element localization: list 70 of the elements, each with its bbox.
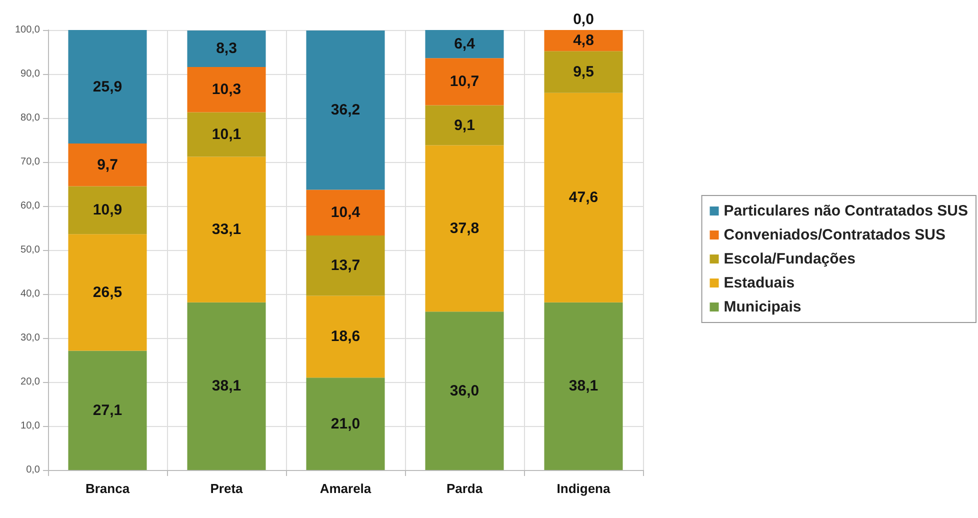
- bar: [306, 296, 385, 378]
- bar: [425, 105, 504, 146]
- bar: [187, 30, 266, 67]
- x-tick-label: Branca: [85, 481, 130, 496]
- x-tick-label: Parda: [446, 481, 484, 496]
- data-label: 8,3: [216, 40, 237, 58]
- data-label: 10,3: [212, 81, 242, 98]
- y-tick-label: 0,0: [26, 464, 40, 476]
- bar: [68, 144, 147, 186]
- legend-label: Conveniados/Contratados SUS: [724, 226, 946, 244]
- bar: [544, 92, 623, 302]
- data-label: 37,8: [450, 220, 480, 237]
- y-tick-label: 30,0: [20, 332, 40, 344]
- legend-label: Municipais: [724, 298, 802, 316]
- data-label: 0,0: [573, 11, 594, 28]
- bar: [68, 234, 147, 351]
- bar: [187, 112, 266, 157]
- data-label: 13,7: [330, 257, 360, 274]
- data-label: 36,2: [330, 102, 360, 119]
- data-label: 10,7: [450, 73, 480, 90]
- bar: [187, 302, 266, 470]
- data-label: 36,0: [450, 382, 480, 400]
- x-tick-label: Indigena: [556, 481, 611, 496]
- data-label: 6,4: [454, 36, 476, 53]
- y-tick-label: 70,0: [20, 156, 40, 168]
- data-label: 38,1: [212, 378, 242, 395]
- bar: [544, 51, 623, 93]
- data-label: 47,6: [568, 189, 598, 206]
- legend-label: Particulares não Contratados SUS: [724, 202, 968, 220]
- data-label: 25,9: [92, 78, 122, 96]
- bar: [68, 350, 147, 470]
- data-label: 9,7: [97, 156, 118, 174]
- bar: [68, 186, 147, 234]
- bar: [425, 58, 504, 106]
- legend-label: Escola/Fundações: [724, 250, 856, 268]
- y-tick-label: 40,0: [20, 288, 40, 300]
- bar: [425, 30, 504, 58]
- data-label: 9,1: [454, 116, 475, 134]
- bar: [425, 145, 504, 312]
- data-label: 38,1: [568, 378, 598, 395]
- y-tick-label: 50,0: [20, 244, 40, 256]
- bar: [544, 30, 623, 52]
- data-label: 10,4: [330, 204, 361, 222]
- data-label: 10,1: [212, 126, 242, 143]
- data-label: 9,5: [573, 64, 594, 81]
- y-tick-label: 10,0: [20, 420, 40, 432]
- bar: [68, 30, 147, 144]
- data-label: 21,0: [330, 415, 360, 432]
- legend-label: Estaduais: [724, 274, 795, 292]
- data-label: 18,6: [330, 328, 360, 346]
- x-tick-label: Preta: [210, 481, 244, 496]
- bar: [425, 312, 504, 470]
- data-label: 10,9: [92, 202, 122, 219]
- bar: [306, 190, 385, 236]
- bar: [187, 156, 266, 302]
- data-label: 26,5: [92, 284, 122, 301]
- bar: [306, 30, 385, 190]
- bar: [544, 302, 623, 470]
- y-tick-label: 90,0: [20, 68, 40, 80]
- y-tick-label: 60,0: [20, 200, 40, 212]
- data-label: 27,1: [92, 402, 122, 419]
- x-tick-label: Amarela: [320, 481, 372, 496]
- bar: [306, 378, 385, 470]
- y-tick-label: 20,0: [20, 376, 40, 388]
- bar: [306, 235, 385, 296]
- data-label: 4,8: [573, 32, 594, 50]
- y-tick-label: 100,0: [14, 24, 40, 36]
- y-tick-label: 80,0: [20, 112, 40, 124]
- bar: [187, 66, 266, 112]
- data-label: 33,1: [212, 221, 242, 238]
